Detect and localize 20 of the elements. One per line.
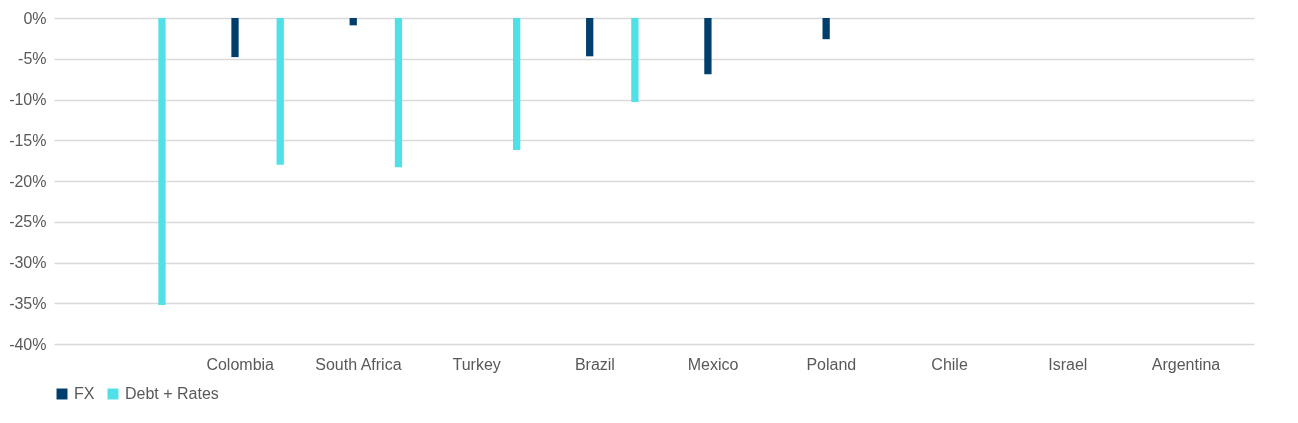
x-tick-label: Mexico bbox=[687, 355, 739, 373]
x-tick-label: Turkey bbox=[452, 355, 501, 373]
x-tick-label: Chile bbox=[931, 355, 968, 373]
y-tick-label: -10% bbox=[9, 91, 47, 108]
x-tick-label: Poland bbox=[806, 355, 857, 373]
x-tick-label: Israel bbox=[1048, 355, 1088, 373]
y-tick-label: -40% bbox=[9, 335, 47, 353]
y-tick-label: -35% bbox=[9, 294, 47, 312]
y-tick-label: -25% bbox=[9, 213, 47, 231]
y-tick-label: 0% bbox=[23, 9, 47, 27]
x-tick-label: Colombia bbox=[206, 355, 275, 373]
legend-label: Debt + Rates bbox=[125, 385, 219, 402]
y-tick-label: -5% bbox=[18, 50, 47, 68]
legend-label: FX bbox=[74, 385, 95, 402]
x-tick-label: South Africa bbox=[315, 355, 402, 373]
y-tick-label: -30% bbox=[9, 254, 47, 271]
x-tick-label: Brazil bbox=[574, 355, 615, 373]
y-tick-label: -15% bbox=[9, 131, 47, 149]
y-tick-label: -20% bbox=[9, 172, 47, 190]
x-tick-label: Argentina bbox=[1151, 355, 1221, 373]
